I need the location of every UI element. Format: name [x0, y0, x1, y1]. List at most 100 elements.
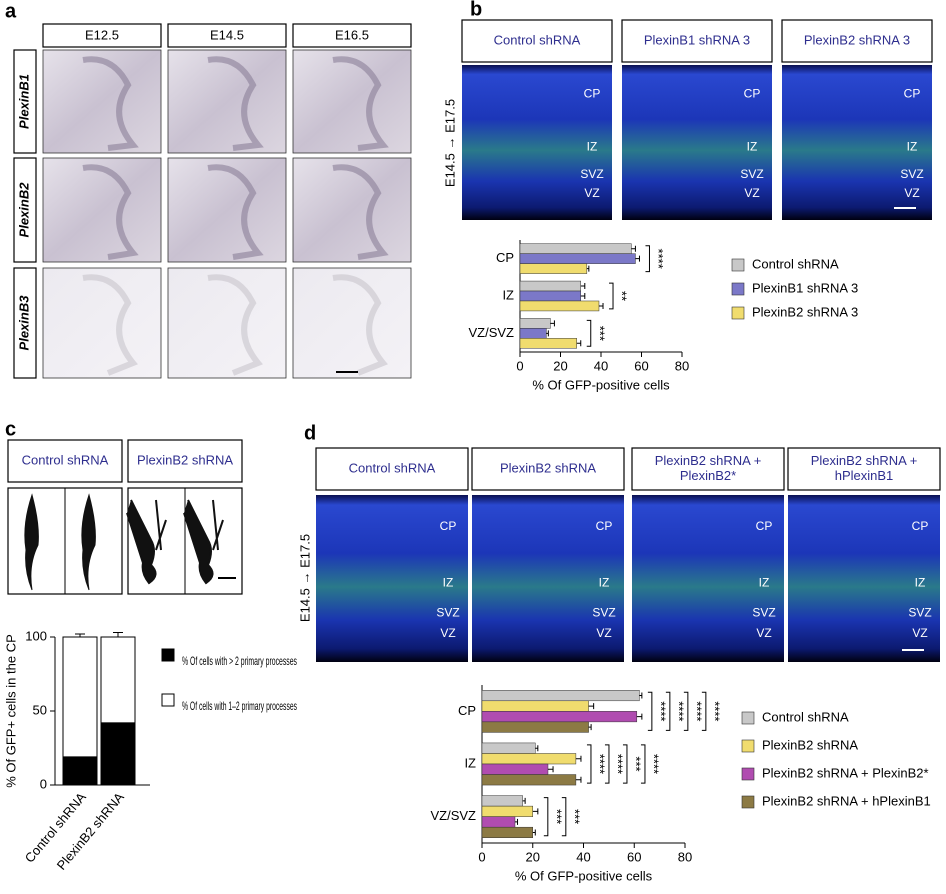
- tissue-outline: [82, 164, 139, 260]
- bar: [481, 763, 549, 775]
- bar: [519, 290, 581, 302]
- bar: [481, 826, 533, 838]
- legend-swatch: [161, 648, 175, 662]
- category-label: VZ/SVZ: [430, 808, 476, 823]
- significance-bracket: [622, 744, 628, 784]
- significance-bracket: [609, 282, 614, 310]
- tissue-outline: [207, 274, 263, 376]
- micrograph: [316, 495, 468, 662]
- micrograph: [292, 49, 412, 154]
- cell: [24, 493, 39, 591]
- legend-swatch: [741, 767, 755, 781]
- y-tick-label: 0: [40, 776, 47, 791]
- bar: [519, 318, 551, 329]
- significance-bracket: [683, 691, 689, 731]
- micrograph: [632, 495, 784, 662]
- column-header: PlexinB2*: [680, 468, 736, 483]
- x-tick-label: 60: [627, 849, 641, 864]
- error-bar: [113, 632, 123, 637]
- micrograph: [42, 49, 162, 154]
- significance-bracket: [561, 797, 567, 837]
- label-box: [631, 447, 785, 491]
- x-tick-label: 40: [594, 358, 608, 373]
- micrograph: [788, 495, 940, 662]
- x-tick-label: 20: [526, 849, 540, 864]
- bar-segment: [100, 636, 136, 724]
- row-header: PlexinB3: [16, 295, 31, 351]
- bar: [481, 742, 536, 754]
- column-header: PlexinB2 shRNA: [500, 460, 596, 475]
- significance: ****: [611, 754, 626, 774]
- timeline-label: E14.5 → E17.5: [297, 534, 312, 622]
- column-header: PlexinB2 shRNA +: [655, 453, 762, 468]
- region-label: IZ: [443, 576, 454, 590]
- region-label: CP: [596, 519, 613, 533]
- error-bar: [522, 797, 526, 804]
- x-tick-label: 80: [678, 849, 692, 864]
- region-label: CP: [912, 519, 929, 533]
- significance-bracket: [701, 691, 707, 731]
- significance: ***: [567, 809, 582, 824]
- legend-label: Control shRNA: [752, 256, 839, 271]
- micrograph: [472, 495, 624, 662]
- bar: [481, 690, 640, 702]
- label-box: [292, 23, 412, 48]
- tissue-outline: [207, 164, 264, 260]
- region-label: VZ: [904, 186, 919, 200]
- significance-bracket: [665, 691, 671, 731]
- region-label: SVZ: [752, 606, 775, 620]
- legend-label: % Of cells with > 2 primary processes: [182, 654, 297, 668]
- region-label: CP: [744, 87, 761, 101]
- region-label: IZ: [759, 576, 770, 590]
- panel-label: d: [304, 422, 316, 444]
- error-bar: [75, 633, 85, 637]
- label-box: [315, 447, 469, 491]
- micrograph: [167, 49, 287, 154]
- tissue-outline: [332, 164, 389, 260]
- x-axis-title: % Of GFP-positive cells: [515, 868, 653, 883]
- region-label: CP: [584, 87, 601, 101]
- label-box: [781, 19, 933, 63]
- region-label: IZ: [599, 576, 610, 590]
- label-box: [7, 439, 123, 483]
- micrograph: [782, 65, 932, 220]
- significance-bracket: [586, 319, 592, 347]
- panel-label: c: [5, 418, 16, 440]
- error-bar: [532, 808, 539, 815]
- x-tick-label: 0: [478, 849, 485, 864]
- column-header: PlexinB1 shRNA 3: [644, 32, 750, 47]
- region-label: SVZ: [436, 606, 459, 620]
- column-header: E14.5: [210, 27, 244, 42]
- legend-label: PlexinB2 shRNA + PlexinB2*: [762, 765, 929, 780]
- x-tick-label: 60: [634, 358, 648, 373]
- cell: [183, 499, 224, 585]
- micrograph: [462, 65, 612, 220]
- tissue-outline: [207, 56, 264, 151]
- error-bar: [546, 330, 549, 337]
- micrograph: [292, 267, 412, 379]
- y-tick-label: 100: [25, 628, 47, 643]
- significance-bracket: [586, 744, 592, 784]
- legend-label: PlexinB1 shRNA 3: [752, 280, 858, 295]
- error-bar: [598, 302, 604, 309]
- legend-swatch: [731, 306, 745, 320]
- bar: [481, 805, 533, 817]
- error-bar: [580, 293, 586, 299]
- error-bar: [631, 245, 636, 252]
- region-label: IZ: [587, 139, 598, 153]
- significance: ****: [689, 701, 704, 721]
- bar-segment: [62, 756, 98, 786]
- error-bar: [588, 703, 595, 710]
- error-bar: [639, 692, 643, 699]
- region-label: CP: [440, 519, 457, 533]
- region-label: SVZ: [740, 167, 763, 181]
- significance: ****: [653, 701, 668, 721]
- bar: [519, 338, 577, 349]
- y-axis-title: % Of GFP+ cells in the CP: [3, 634, 18, 788]
- x-axis-title: % Of GFP-positive cells: [532, 377, 670, 392]
- error-bar: [636, 713, 643, 720]
- region-label: VZ: [440, 626, 455, 640]
- bar: [481, 711, 638, 723]
- region-label: VZ: [744, 186, 759, 200]
